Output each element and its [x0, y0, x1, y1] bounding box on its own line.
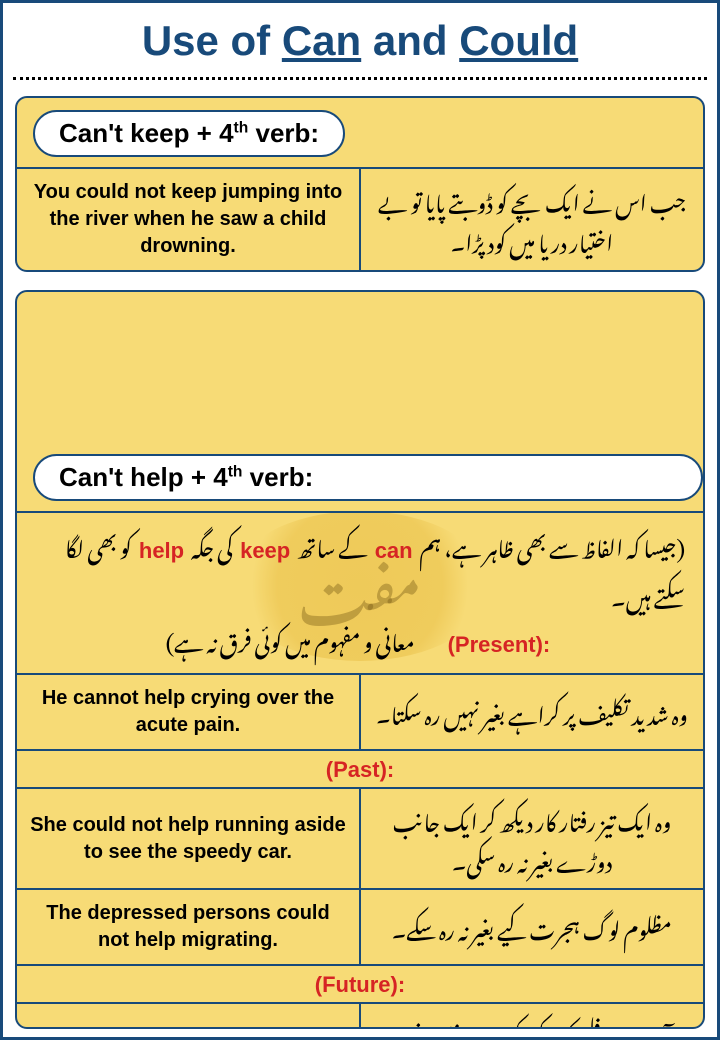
- heading-text: Can't help + 4: [59, 462, 228, 492]
- example-row: The depressed persons could not help mig…: [17, 888, 703, 964]
- example-urdu: آپ اس فلم کو دیکھ کر بے اختیار ہنس پڑیں …: [361, 1004, 703, 1029]
- title-word-could: Could: [459, 17, 578, 64]
- tense-future-row: (Future):: [17, 964, 703, 1002]
- note-line2: معانی و مفہوم میں کوئی فرق نہ ہے): [166, 611, 415, 666]
- example-urdu: جب اس نے ایک بچے کو ڈوبتے پایا تو بے اخت…: [361, 169, 703, 270]
- section-cant-help: مفت Can't help + 4th verb: (جیسا کہ الفا…: [15, 290, 705, 1029]
- keyword-can: can: [371, 529, 417, 573]
- heading-text: Can't keep + 4: [59, 118, 234, 148]
- example-english: The depressed persons could not help mig…: [17, 890, 359, 964]
- page-container: Use of Can and Could Can't keep + 4th ve…: [0, 0, 720, 1040]
- tense-present-label: (Present):: [418, 623, 555, 667]
- example-english: He cannot help crying over the acute pai…: [17, 675, 359, 749]
- example-english: She could not help running aside to see …: [17, 789, 359, 888]
- example-row: You could not keep jumping into the rive…: [17, 167, 703, 270]
- tense-future-label: (Future):: [17, 966, 703, 1002]
- example-row: He cannot help crying over the acute pai…: [17, 673, 703, 749]
- tense-past-row: (Past):: [17, 749, 703, 787]
- title-and: and: [361, 17, 459, 64]
- example-english: You cannot help laughing to see that fil…: [17, 1004, 359, 1029]
- dotted-divider: [13, 77, 707, 80]
- heading-post: verb:: [242, 462, 313, 492]
- heading-sup: th: [228, 463, 243, 480]
- title-area: Use of Can and Could: [3, 3, 717, 73]
- page-title: Use of Can and Could: [3, 17, 717, 65]
- example-urdu: وہ ایک تیز رفتار کار دیکھ کر ایک جانب دو…: [361, 789, 703, 888]
- title-prefix: Use of: [142, 17, 282, 64]
- heading-sup: th: [234, 119, 249, 136]
- section1-heading: Can't keep + 4th verb:: [33, 110, 345, 157]
- section2-heading: Can't help + 4th verb:: [33, 454, 703, 501]
- explanation-note: (جیسا کہ الفاظ سے بھی ظاہر ہے، ہم can کے…: [17, 511, 703, 673]
- tense-past-label: (Past):: [17, 751, 703, 787]
- note-text: (جیسا کہ الفاظ سے بھی ظاہر ہے، ہم: [417, 517, 685, 572]
- keyword-keep: keep: [236, 529, 294, 573]
- note-text: کی جگہ: [188, 517, 233, 572]
- section-cant-keep: Can't keep + 4th verb: You could not kee…: [15, 96, 705, 272]
- note-text: کے ساتھ: [294, 517, 368, 572]
- example-urdu: مظلوم لوگ ہجرت کیے بغیر نہ رہ سکے۔: [361, 890, 703, 964]
- example-row: She could not help running aside to see …: [17, 787, 703, 888]
- heading-post: verb:: [248, 118, 319, 148]
- example-row: You cannot help laughing to see that fil…: [17, 1002, 703, 1029]
- keyword-help: help: [135, 529, 188, 573]
- example-urdu: وہ شدید تکلیف پر کراہے بغیر نہیں رہ سکتا…: [361, 675, 703, 749]
- title-word-can: Can: [282, 17, 361, 64]
- example-english: You could not keep jumping into the rive…: [17, 169, 359, 270]
